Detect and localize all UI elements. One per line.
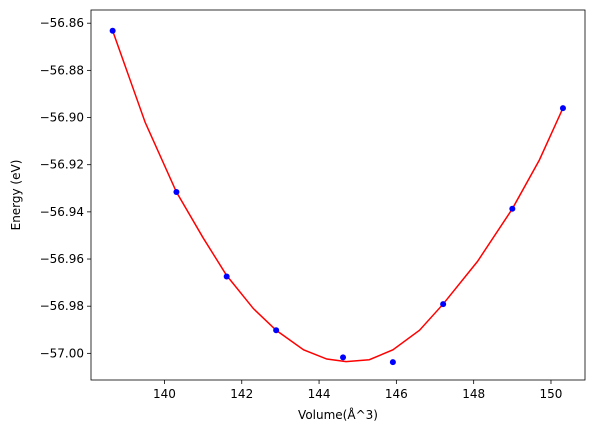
- y-tick-label: −56.96: [40, 252, 84, 266]
- x-axis: 140 142 144 146 148 150: [153, 380, 562, 401]
- y-tick-label: −57.00: [40, 346, 84, 360]
- x-tick-label: 142: [230, 387, 253, 401]
- y-tick-label: −56.94: [40, 205, 84, 219]
- x-axis-title: Volume(Å^3): [298, 407, 378, 422]
- data-point-9: [559, 105, 566, 112]
- data-point-8: [509, 205, 516, 212]
- x-tick-label: 150: [540, 387, 563, 401]
- plot-frame: [90, 9, 586, 381]
- y-tick-label: −56.92: [40, 158, 84, 172]
- x-tick-label: 140: [153, 387, 176, 401]
- y-tick-label: −56.86: [40, 16, 84, 30]
- data-point-5: [340, 354, 347, 361]
- y-axis-title: Energy (eV): [9, 160, 23, 231]
- data-point-4: [273, 327, 280, 334]
- x-tick-label: 144: [308, 387, 331, 401]
- y-tick-label: −56.88: [40, 63, 84, 77]
- fit-curve-line: [111, 30, 564, 363]
- y-axis: −57.00 −56.98 −56.96 −56.94 −56.92 −56.90 −56.…: [40, 16, 91, 360]
- x-tick-label: 148: [462, 387, 485, 401]
- data-point-1: [109, 27, 116, 34]
- data-point-2: [173, 189, 180, 196]
- data-point-3: [223, 273, 230, 280]
- x-tick-label: 146: [385, 387, 408, 401]
- plot-area: [90, 9, 586, 381]
- data-point-7: [440, 301, 447, 308]
- y-tick-label: −56.90: [40, 111, 84, 125]
- data-point-6: [389, 359, 396, 366]
- y-tick-label: −56.98: [40, 299, 84, 313]
